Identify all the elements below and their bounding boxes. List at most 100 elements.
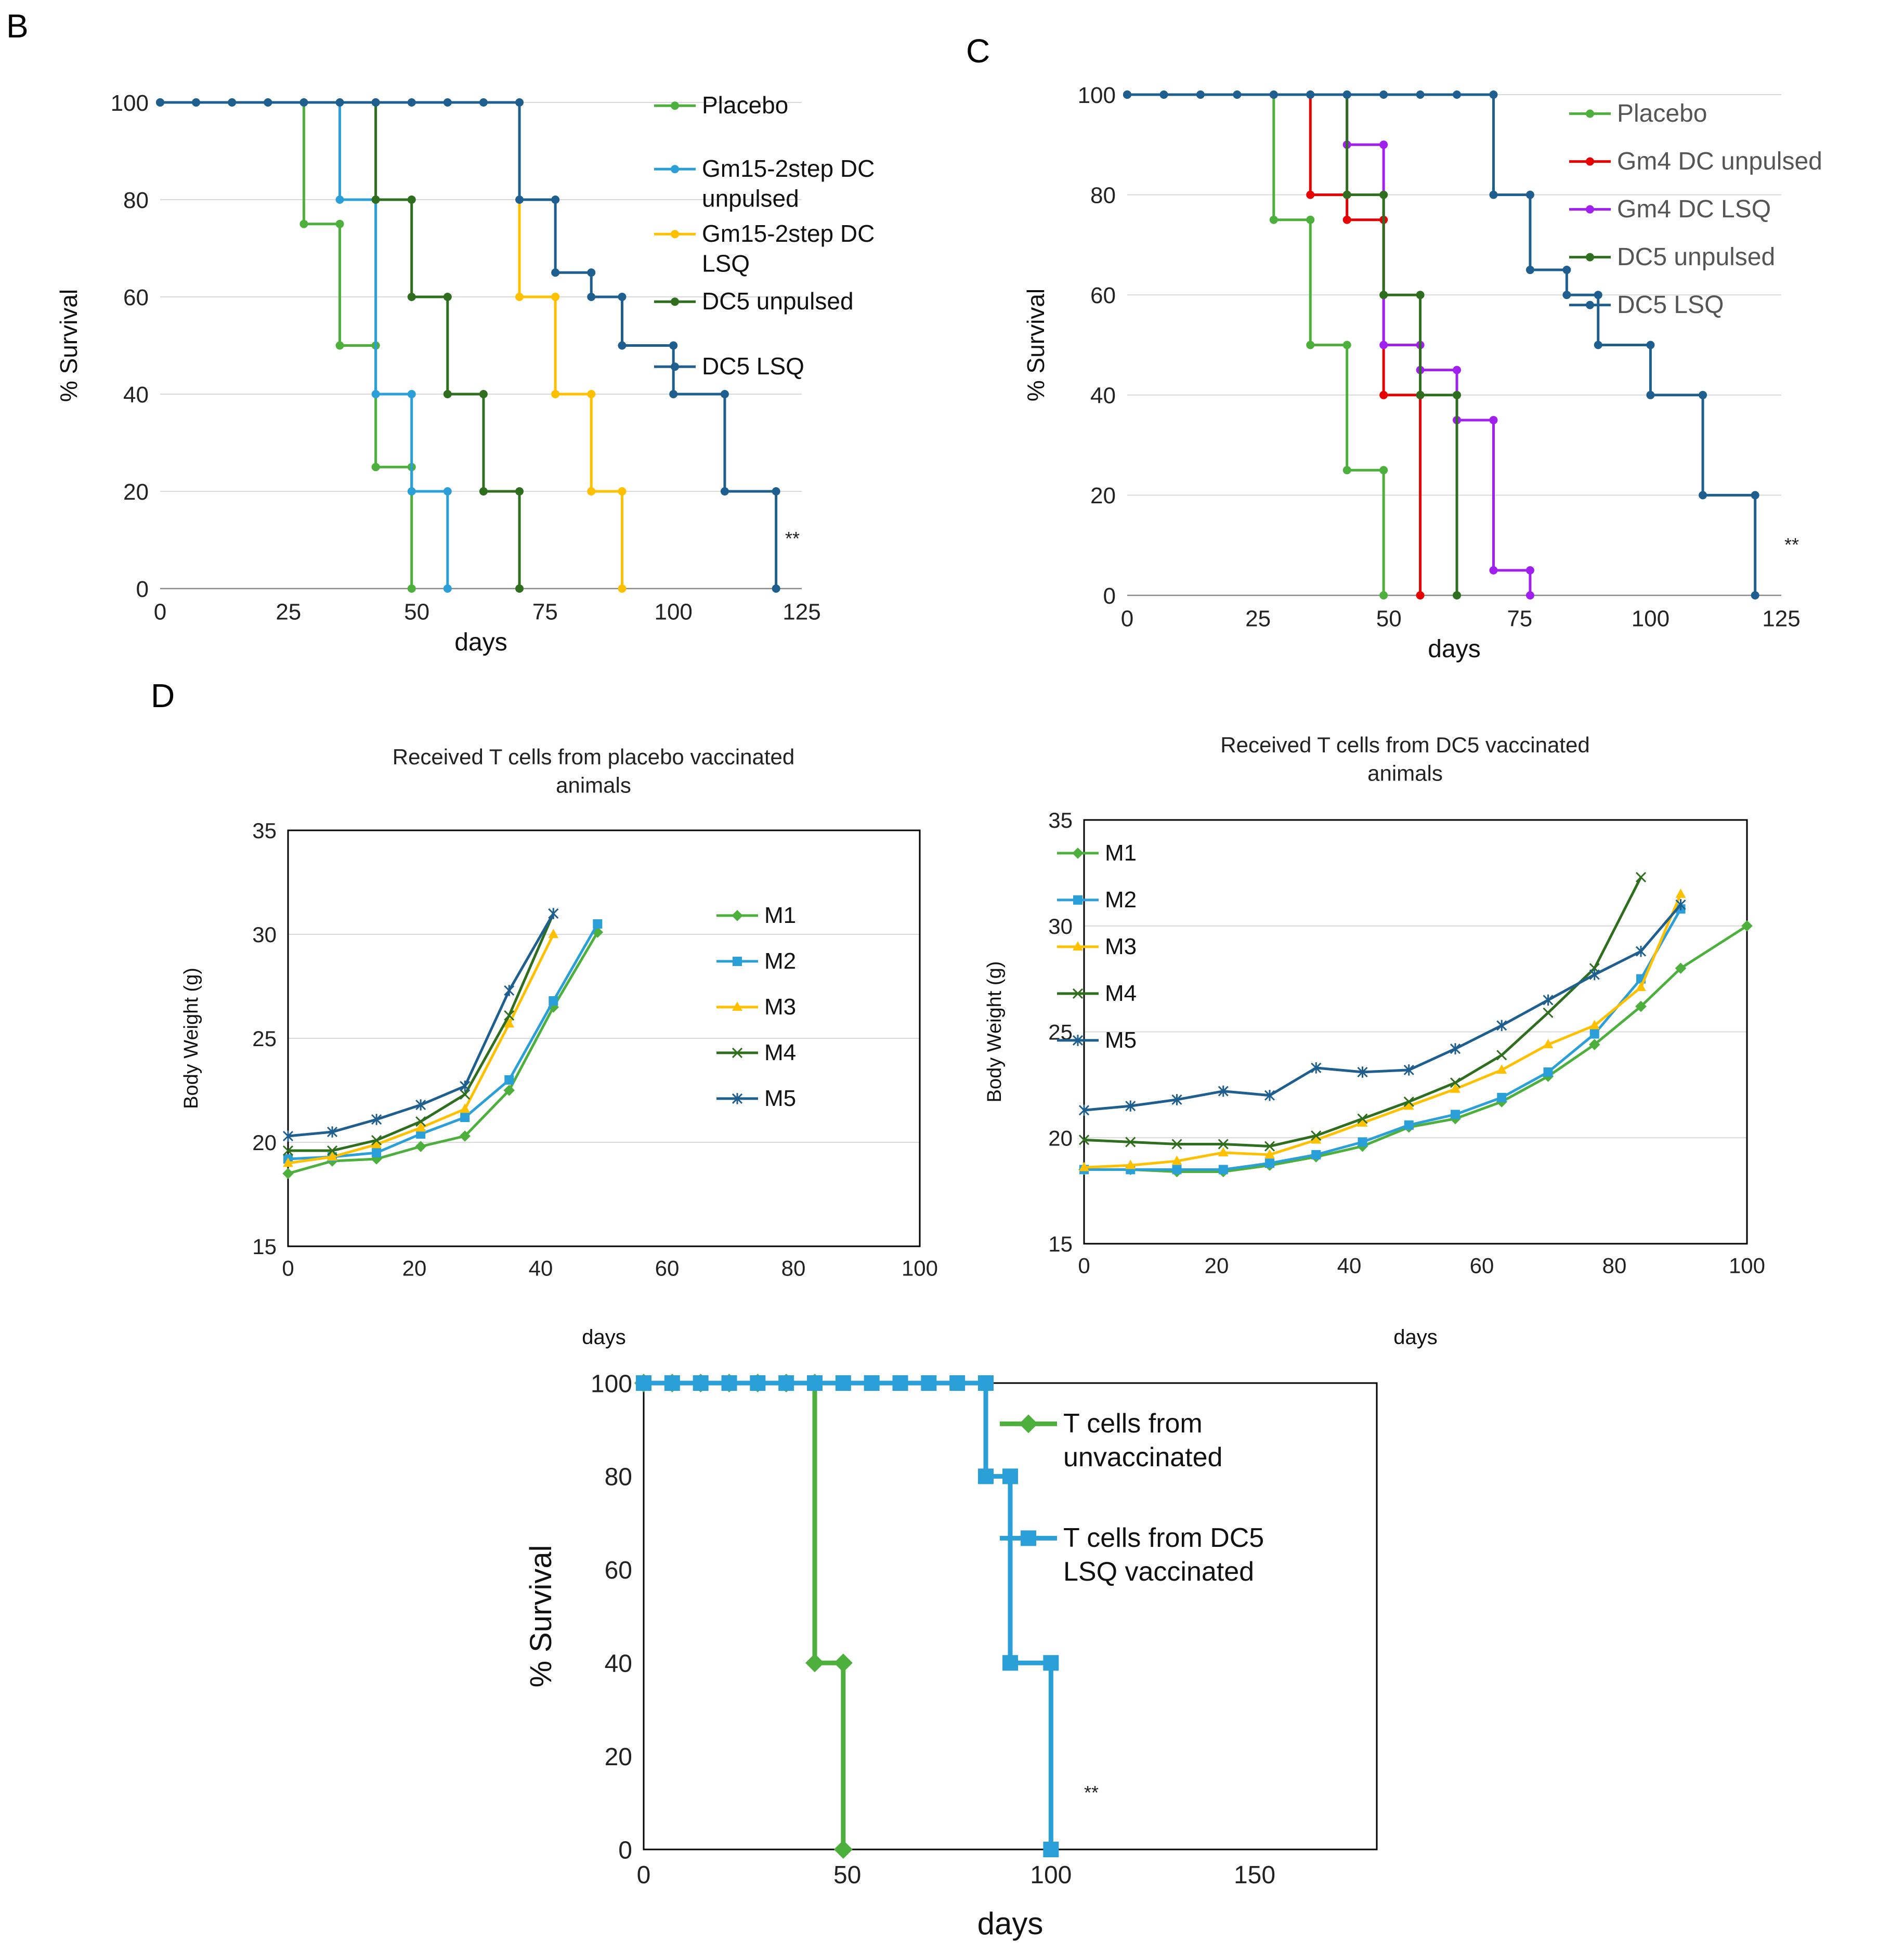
data-point <box>1357 1117 1368 1127</box>
data-point <box>1594 291 1602 299</box>
data-point <box>1589 1020 1600 1029</box>
data-point <box>1489 90 1498 99</box>
data-point <box>1002 1468 1018 1484</box>
legend-swatch-marker <box>1073 895 1083 905</box>
y-tick-label: 30 <box>1048 914 1073 939</box>
data-point <box>1416 390 1425 399</box>
data-point <box>1218 1146 1229 1156</box>
legend-swatch-marker <box>671 101 679 110</box>
data-point <box>443 390 452 398</box>
data-point <box>1306 215 1315 224</box>
data-point <box>192 98 201 107</box>
data-point <box>669 390 678 398</box>
y-tick-label: 35 <box>252 818 277 843</box>
data-point <box>460 1103 471 1113</box>
y-tick-label: 80 <box>123 188 149 213</box>
data-point <box>1404 1120 1414 1130</box>
legend-label: M1 <box>1105 840 1137 866</box>
data-point <box>1588 1039 1600 1050</box>
data-point <box>504 1018 515 1028</box>
series-line <box>288 923 599 1161</box>
data-point <box>1306 341 1315 349</box>
data-point <box>479 98 488 107</box>
y-axis-title: Body Weight (g) <box>984 961 1006 1103</box>
data-point <box>892 1375 908 1391</box>
legend-swatch-marker <box>732 1001 742 1011</box>
legend-swatch-marker <box>671 230 679 239</box>
data-point <box>1525 591 1534 599</box>
data-point <box>371 98 380 107</box>
legend-label: M2 <box>764 948 796 974</box>
y-tick-label: 60 <box>1090 283 1116 308</box>
legend-label: M1 <box>764 903 796 928</box>
data-point <box>460 1080 471 1092</box>
data-point <box>551 268 560 277</box>
y-tick-label: 30 <box>252 922 277 947</box>
data-point <box>515 293 524 301</box>
x-tick-label: 100 <box>1030 1861 1072 1889</box>
x-tick-label: 50 <box>833 1861 861 1889</box>
data-point <box>407 98 416 107</box>
data-point <box>1489 190 1498 199</box>
panel-letter-b: B <box>6 7 29 45</box>
y-tick-label: 0 <box>618 1836 632 1864</box>
legend-swatch-marker <box>1073 941 1083 951</box>
x-tick-label: 100 <box>1729 1254 1765 1278</box>
data-point <box>371 1139 382 1149</box>
legend-label: unvaccinated <box>1063 1442 1222 1472</box>
data-point <box>327 1151 337 1161</box>
y-tick-label: 20 <box>1090 483 1116 509</box>
data-point <box>720 487 729 496</box>
data-point <box>327 1145 338 1156</box>
x-tick-label: 125 <box>1762 606 1800 631</box>
data-point <box>1342 466 1351 475</box>
data-point <box>335 341 344 350</box>
chart-d1-body-weight-placebo: 15 20 25 30 35 0 20 40 60 80 100 days Body Weight (g… <box>180 745 938 1349</box>
data-point <box>1675 888 1686 898</box>
y-axis-title: % Survival <box>1022 289 1049 401</box>
x-tick-label: 50 <box>1376 606 1402 631</box>
data-point <box>921 1375 937 1391</box>
legend-swatch-marker <box>671 297 679 306</box>
data-point <box>1342 90 1351 99</box>
data-point <box>1453 390 1462 399</box>
x-tick-label: 75 <box>1507 606 1532 631</box>
data-point <box>371 390 380 398</box>
data-point <box>415 1099 426 1111</box>
data-point <box>515 584 524 593</box>
data-point <box>1416 90 1425 99</box>
data-point <box>1311 1134 1322 1144</box>
data-point <box>1497 1092 1507 1102</box>
x-tick-label: 0 <box>282 1256 294 1281</box>
data-point <box>721 1375 737 1391</box>
data-point <box>1543 994 1554 1006</box>
data-point <box>618 584 627 593</box>
data-point <box>587 293 596 301</box>
legend-label: Gm15-2step DC <box>702 155 875 182</box>
data-point <box>807 1375 823 1391</box>
plot-frame <box>287 829 921 1247</box>
data-point <box>1269 90 1278 99</box>
y-tick-label: 100 <box>1078 83 1116 108</box>
data-point <box>1264 1141 1275 1152</box>
data-point <box>1043 1842 1059 1857</box>
data-point <box>264 98 272 107</box>
x-axis-title: days <box>1393 1326 1438 1349</box>
data-point <box>1543 1039 1554 1049</box>
data-point <box>1125 1159 1136 1169</box>
data-point <box>587 390 596 398</box>
data-point <box>371 1114 382 1125</box>
data-point <box>1453 591 1462 599</box>
data-point <box>772 487 780 496</box>
data-point <box>1594 341 1602 349</box>
data-point <box>415 1122 426 1132</box>
x-tick-label: 100 <box>654 599 692 624</box>
data-point <box>1450 1043 1461 1054</box>
data-point <box>1125 1137 1136 1148</box>
series-line <box>1084 924 1748 1173</box>
data-point <box>1269 215 1278 224</box>
data-point <box>1451 1110 1460 1119</box>
data-point <box>1357 1113 1368 1124</box>
data-point <box>1403 1100 1414 1110</box>
x-tick-label: 100 <box>1632 606 1670 631</box>
